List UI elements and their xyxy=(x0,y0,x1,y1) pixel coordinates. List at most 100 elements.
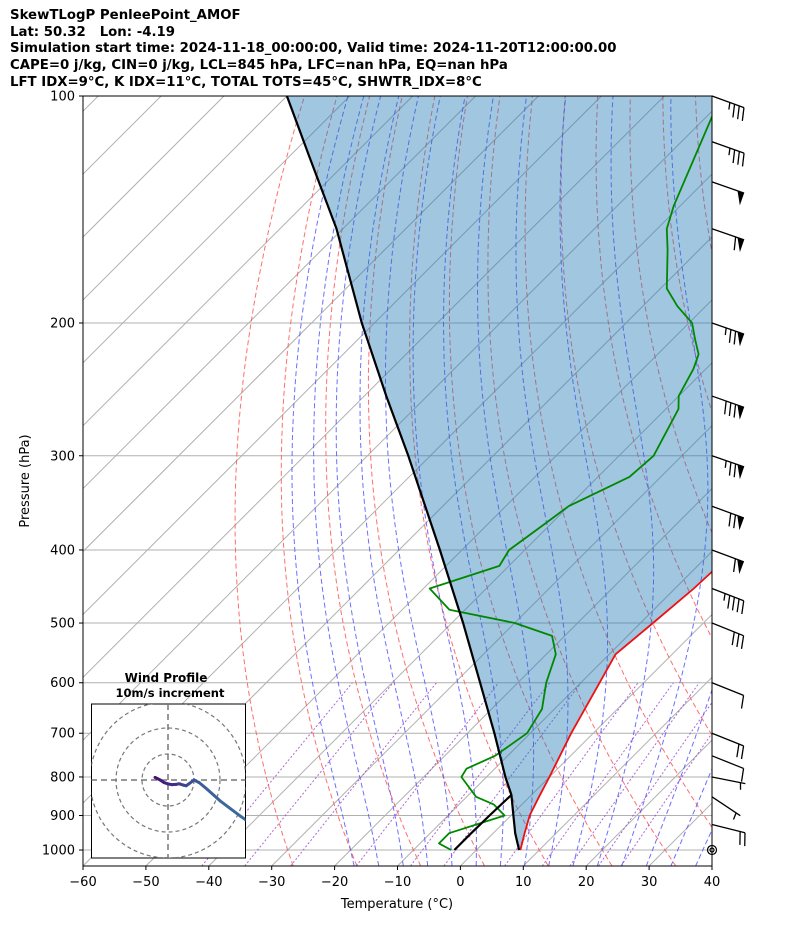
barb-staff xyxy=(711,823,746,834)
barb-half-feather xyxy=(732,812,737,820)
dry-adiabat xyxy=(662,96,712,414)
y-tick-label: 700 xyxy=(50,727,75,742)
barb-feather xyxy=(733,331,737,345)
dry-adiabat xyxy=(280,96,358,866)
moist-adiabat xyxy=(313,96,380,866)
dry-adiabat xyxy=(234,96,305,866)
wind-barb xyxy=(711,732,745,760)
cape-area xyxy=(286,96,712,850)
lcl-dewpoint-line xyxy=(453,794,513,851)
barb-half-feather xyxy=(728,102,731,110)
wind-barb xyxy=(711,755,745,782)
moist-adiabat xyxy=(515,96,569,866)
parcel-profile-line xyxy=(285,96,521,851)
barb-flag xyxy=(737,464,745,480)
barb-staff xyxy=(711,141,745,154)
dewpoint-line xyxy=(428,114,712,851)
wind-barb xyxy=(711,622,745,649)
x-tick-label: 10 xyxy=(515,875,532,890)
mixing-ratio-line xyxy=(597,701,712,866)
dry-adiabat xyxy=(487,96,677,866)
x-tick-label: 40 xyxy=(704,875,721,890)
wind-barb xyxy=(711,141,745,167)
barb-feather xyxy=(740,768,745,782)
isotherm-line xyxy=(83,96,288,301)
isotherm-line xyxy=(711,865,712,866)
barb-staff xyxy=(711,622,744,637)
wind-barb xyxy=(711,181,745,206)
mixing-ratio-line xyxy=(443,682,582,866)
x-tick-label: −50 xyxy=(132,875,159,890)
barb-flag xyxy=(737,405,745,420)
mixing-ratio-line xyxy=(290,682,437,866)
barb-feather xyxy=(724,400,727,415)
isotherm-line xyxy=(83,96,539,553)
isotherm-line xyxy=(83,96,476,490)
hodograph-segment xyxy=(239,814,246,822)
cape-line: CAPE=0 j/kg, CIN=0 j/kg, LCL=845 hPa, LF… xyxy=(10,58,508,74)
y-tick-label: 800 xyxy=(50,770,75,785)
barb-staff xyxy=(711,755,744,770)
wind-barb xyxy=(711,322,745,347)
barb-flag xyxy=(737,515,744,531)
y-axis: 1000 900 800 700 600 500 400 300 200 100 xyxy=(42,90,83,859)
background-lines xyxy=(83,96,712,866)
barb-feather xyxy=(737,151,740,165)
barb-feather xyxy=(740,745,745,760)
barb-feather xyxy=(731,597,736,611)
x-tick-label: 30 xyxy=(641,875,658,890)
calm-circle xyxy=(709,847,715,853)
isotherm-line xyxy=(83,96,602,616)
moist-adiabat xyxy=(359,96,429,866)
y-tick-label: 600 xyxy=(50,676,75,691)
temperature-line xyxy=(519,570,712,851)
isotherm-line xyxy=(334,487,712,866)
wind-barb xyxy=(711,796,741,820)
mixing-ratio-line xyxy=(504,682,639,866)
hodograph-segment xyxy=(218,799,243,818)
hodograph-segment xyxy=(205,787,222,803)
isotherm-line xyxy=(522,676,712,866)
wind-barb xyxy=(711,505,745,531)
barb-feather xyxy=(731,631,735,646)
barb-half-feather xyxy=(723,593,726,601)
barb-flag xyxy=(737,237,745,253)
moist-adiabat xyxy=(385,96,453,866)
wind-barb xyxy=(711,823,746,847)
x-tick-label: −30 xyxy=(258,875,285,890)
x-tick-label: −10 xyxy=(384,875,411,890)
barb-feather xyxy=(740,635,745,649)
moist-adiabat xyxy=(335,96,404,866)
hodograph-title: Wind Profile xyxy=(125,671,208,685)
wind-barb xyxy=(711,455,745,480)
barb-staff xyxy=(711,587,744,602)
barb-feather xyxy=(736,743,740,758)
barb-feather xyxy=(736,633,740,648)
isotherm-line xyxy=(208,362,712,866)
mixing-ratio-line xyxy=(620,732,712,866)
barb-staff xyxy=(711,455,745,468)
barb-feather xyxy=(741,107,745,121)
wind-barb xyxy=(711,776,746,790)
isotherm-line xyxy=(145,299,712,866)
x-tick-label: −40 xyxy=(195,875,222,890)
y-tick-label: 100 xyxy=(50,90,75,105)
x-axis-label: Temperature (°C) xyxy=(340,897,453,912)
barb-feather xyxy=(728,513,732,527)
profiles xyxy=(285,96,712,851)
dry-adiabat xyxy=(560,96,712,737)
barb-staff xyxy=(711,322,745,335)
hodograph-segment xyxy=(197,781,209,791)
dry-adiabat xyxy=(367,96,485,866)
isotherm-line xyxy=(83,96,225,238)
barb-feather xyxy=(733,514,737,529)
dry-adiabat xyxy=(409,96,549,866)
barb-staff xyxy=(711,796,741,817)
isotherm-line xyxy=(83,110,712,741)
moist-adiabat xyxy=(596,96,655,866)
barb-flag xyxy=(737,190,745,206)
cin-shading xyxy=(286,96,712,850)
barb-staff xyxy=(711,95,745,109)
indices-line: LFT IDX=9°C, K IDX=11°C, TOTAL TOTS=45°C… xyxy=(10,74,482,90)
